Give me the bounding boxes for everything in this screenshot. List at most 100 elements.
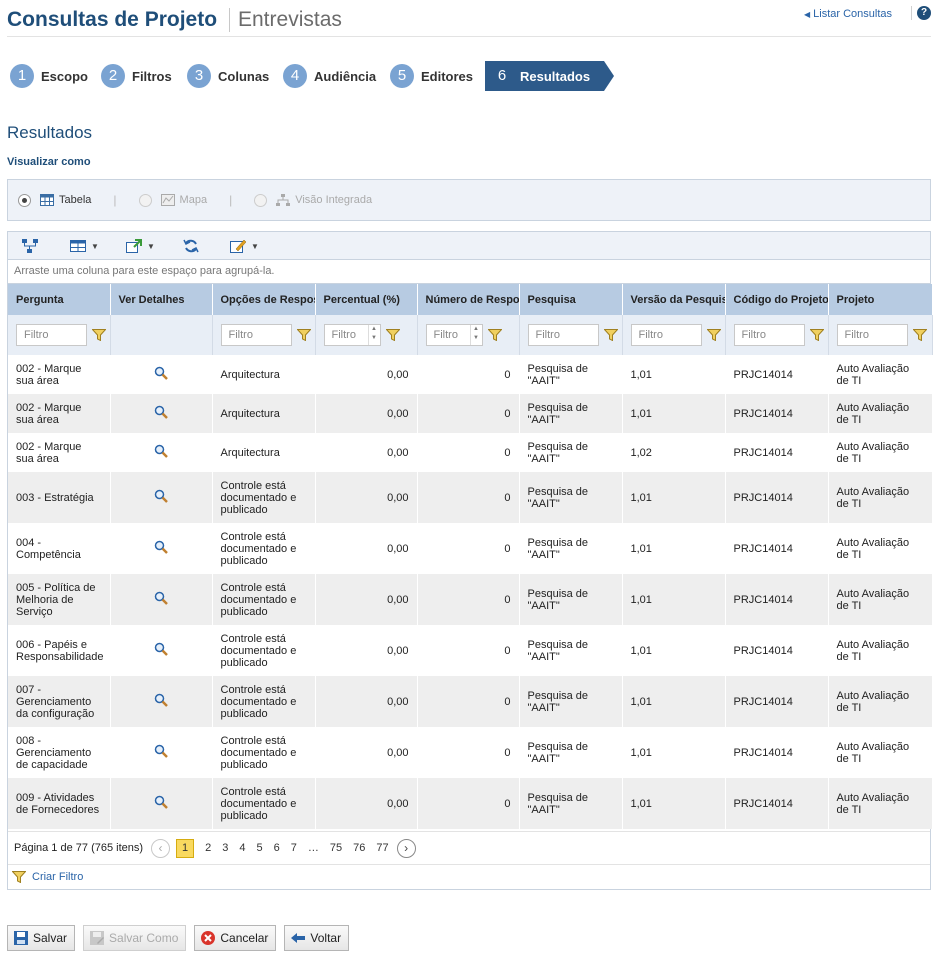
page-number[interactable]: 3 xyxy=(222,842,229,854)
col-header-numero[interactable]: Número de Respostas xyxy=(417,284,520,315)
back-button[interactable]: Voltar xyxy=(284,925,350,951)
table-radio[interactable] xyxy=(18,193,31,207)
page-number[interactable]: 1 xyxy=(176,838,195,858)
cell-numero: 0 xyxy=(417,355,520,394)
step-number: 2 xyxy=(101,64,125,88)
magnifier-icon[interactable] xyxy=(154,444,168,458)
funnel-icon[interactable] xyxy=(487,329,502,341)
spinner-icon[interactable]: ▲ ▼ xyxy=(367,325,380,345)
col-header-codigo[interactable]: Código do Projeto xyxy=(725,284,829,315)
hierarchy-button[interactable] xyxy=(22,238,38,254)
page-number[interactable]: 4 xyxy=(239,842,246,854)
columns-button[interactable]: ▼ xyxy=(70,238,99,254)
page-number[interactable]: 76 xyxy=(353,842,366,854)
spinner-icon[interactable]: ▲ ▼ xyxy=(469,325,482,345)
table-row[interactable]: 002 - Marque sua área Arquitectura 0,00 0 Pe… xyxy=(8,433,933,472)
page-header: Consultas de Projeto Entrevistas ◀ Listar… xyxy=(7,6,931,37)
filter-input-projeto[interactable]: Filtro xyxy=(836,324,908,346)
step-resultados[interactable]: 6 Resultados xyxy=(485,61,615,91)
magnifier-icon[interactable] xyxy=(154,744,168,758)
page-number[interactable]: 77 xyxy=(376,842,389,854)
magnifier-icon[interactable] xyxy=(154,540,168,554)
table-row[interactable]: 008 - Gerenciamento de capacidade Control… xyxy=(8,727,933,778)
magnifier-icon[interactable] xyxy=(154,642,168,656)
table-row[interactable]: 002 - Marque sua área Arquitectura 0,00 0 Pe… xyxy=(8,394,933,433)
step-colunas[interactable]: 3 Colunas xyxy=(187,61,269,91)
step-label: Escopo xyxy=(41,68,88,84)
filter-input-codigo[interactable]: Filtro xyxy=(733,324,805,346)
magnifier-icon[interactable] xyxy=(154,591,168,605)
col-header-pergunta[interactable]: Pergunta xyxy=(8,284,111,315)
filter-cell: Filtro xyxy=(725,315,829,355)
col-header-ver-detalhes[interactable]: Ver Detalhes xyxy=(110,284,213,315)
step-label: Filtros xyxy=(132,68,172,84)
step-filtros[interactable]: 2 Filtros xyxy=(101,61,172,91)
cell-ver-detalhes xyxy=(110,676,213,727)
table-row[interactable]: 006 - Papéis e Responsabilidade Controle … xyxy=(8,625,933,676)
cell-pergunta: 004 - Competência xyxy=(8,523,111,574)
funnel-icon[interactable] xyxy=(296,329,311,341)
table-row[interactable]: 009 - Atividades de Fornecedores Controle… xyxy=(8,778,933,829)
page-number[interactable]: 7 xyxy=(290,842,297,854)
col-header-opcoes[interactable]: Opções de Respostas xyxy=(212,284,316,315)
magnifier-icon[interactable] xyxy=(154,693,168,707)
col-header-projeto[interactable]: Projeto xyxy=(828,284,933,315)
step-audiencia[interactable]: 4 Audiência xyxy=(283,61,376,91)
funnel-icon[interactable] xyxy=(809,329,824,341)
funnel-icon[interactable] xyxy=(385,329,400,341)
edit-view-button[interactable]: ▼ xyxy=(230,238,259,254)
step-label: Resultados xyxy=(520,68,591,84)
funnel-icon[interactable] xyxy=(603,329,618,341)
cell-projeto: Auto Avaliação de TI xyxy=(828,778,933,829)
cell-versao: 1,01 xyxy=(622,472,726,523)
cancel-button[interactable]: Cancelar xyxy=(194,925,277,951)
table-row[interactable]: 003 - Estratégia Controle está documentad… xyxy=(8,472,933,523)
cell-pergunta: 009 - Atividades de Fornecedores xyxy=(8,778,111,829)
cell-versao: 1,01 xyxy=(622,676,726,727)
section-title: Resultados xyxy=(7,123,93,142)
filter-input-pesquisa[interactable]: Filtro xyxy=(527,324,599,346)
page-number[interactable]: 75 xyxy=(329,842,343,854)
table-row[interactable]: 004 - Competência Controle está documenta… xyxy=(8,523,933,574)
filter-input-versao[interactable]: Filtro xyxy=(630,324,702,346)
table-row[interactable]: 007 - Gerenciamento da configuração Contr… xyxy=(8,676,933,727)
page-number[interactable]: 2 xyxy=(205,842,212,854)
filter-input-pergunta[interactable]: Filtro xyxy=(16,324,87,346)
save-button[interactable]: Salvar xyxy=(7,925,76,951)
step-editores[interactable]: 5 Editores xyxy=(390,61,473,91)
magnifier-icon[interactable] xyxy=(154,489,168,503)
table-row[interactable]: 005 - Política de Melhoria de Serviço Con… xyxy=(8,574,933,625)
create-filter-link[interactable]: Criar Filtro xyxy=(8,864,930,889)
cell-percentual: 0,00 xyxy=(315,355,418,394)
step-escopo[interactable]: 1 Escopo xyxy=(10,61,88,91)
funnel-icon[interactable] xyxy=(92,329,106,341)
view-option-table[interactable]: Tabela xyxy=(18,193,91,207)
cell-percentual: 0,00 xyxy=(315,727,418,778)
list-queries-link[interactable]: ◀ Listar Consultas xyxy=(804,8,892,20)
magnifier-icon[interactable] xyxy=(154,366,168,380)
next-page-button[interactable]: › xyxy=(396,838,416,858)
funnel-icon[interactable] xyxy=(912,329,927,341)
page-number[interactable]: 5 xyxy=(256,842,263,854)
funnel-icon[interactable] xyxy=(706,329,721,341)
col-header-percentual[interactable]: Percentual (%) xyxy=(315,284,418,315)
filter-input-percentual[interactable]: Filtro ▲ ▼ xyxy=(323,324,381,346)
magnifier-icon[interactable] xyxy=(154,795,168,809)
help-icon[interactable]: ? xyxy=(917,6,931,20)
export-button[interactable]: ▼ xyxy=(126,238,155,254)
group-drop-zone[interactable]: Arraste uma coluna para este espaço para… xyxy=(8,260,930,284)
col-header-versao[interactable]: Versão da Pesquisa xyxy=(622,284,726,315)
page-number[interactable]: 6 xyxy=(273,842,280,854)
filter-input-opcoes[interactable]: Filtro xyxy=(220,324,292,346)
cell-codigo: PRJC14014 xyxy=(725,625,829,676)
page-ellipsis[interactable]: … xyxy=(307,842,319,854)
cell-numero: 0 xyxy=(417,523,520,574)
col-header-pesquisa[interactable]: Pesquisa xyxy=(519,284,623,315)
table-row[interactable]: 002 - Marque sua área Arquitectura 0,00 0 Pe… xyxy=(8,355,933,394)
filter-input-numero[interactable]: Filtro ▲ ▼ xyxy=(425,324,483,346)
magnifier-icon[interactable] xyxy=(154,405,168,419)
refresh-button[interactable] xyxy=(183,238,199,254)
filter-cell: Filtro xyxy=(622,315,726,355)
prev-page-button[interactable]: ‹ xyxy=(151,838,171,858)
cancel-icon xyxy=(201,931,216,945)
